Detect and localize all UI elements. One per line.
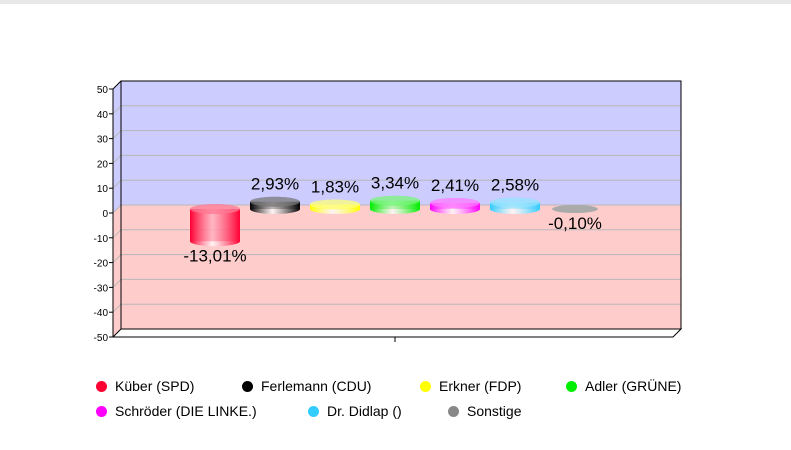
bar-4: 2,41% <box>430 176 480 214</box>
y-tick-label: -40 <box>94 308 109 319</box>
gridline-side <box>112 303 122 313</box>
bar-2: 1,83% <box>310 177 360 214</box>
legend-item: Schröder (DIE LINKE.) <box>96 403 257 419</box>
cylinder-body <box>190 209 240 247</box>
legend-dot-icon <box>566 381 577 392</box>
bar-1: 2,93% <box>250 175 300 214</box>
data-label: 3,34% <box>371 174 419 193</box>
axis-top-edge <box>112 80 122 90</box>
gridline-side <box>112 105 122 115</box>
wall-positive <box>121 81 681 205</box>
bar-5: 2,58% <box>490 176 540 214</box>
legend-label: Sonstige <box>467 403 522 419</box>
cylinder-top-highlight <box>490 197 540 208</box>
data-label: 2,58% <box>491 176 539 195</box>
cylinder-top <box>310 199 360 210</box>
chart-area: 50 40 30 20 10 0 -10 -20 -30 -40 -50 -13,01% 2,93% 1,… <box>94 80 683 344</box>
cylinder-flat <box>552 205 598 213</box>
legend-dot-icon <box>96 406 107 417</box>
bar-3: 3,34% <box>370 174 420 214</box>
legend-dot-icon <box>420 381 431 392</box>
cylinder-top-highlight <box>310 199 360 210</box>
legend-label: Erkner (FDP) <box>439 378 522 394</box>
y-tick-label: -30 <box>94 283 109 294</box>
legend-item: Dr. Didlap () <box>308 403 402 419</box>
top-bar <box>0 0 791 4</box>
cylinder-top-highlight <box>190 204 240 214</box>
y-tick-label: -20 <box>94 259 109 270</box>
bar-0: -13,01% <box>183 204 247 265</box>
y-tick-label: 0 <box>102 209 108 220</box>
data-label: 2,41% <box>431 176 479 195</box>
legend-item: Adler (GRÜNE) <box>566 378 681 394</box>
cylinder-top-highlight <box>370 195 420 206</box>
gridline-side <box>112 179 122 189</box>
side-wall-positive <box>113 81 121 213</box>
side-wall-negative <box>113 205 121 337</box>
legend-dot-icon <box>448 406 459 417</box>
cylinder-top-highlight <box>250 196 300 207</box>
y-tick-label: -50 <box>94 333 109 344</box>
cylinder-top <box>430 198 480 209</box>
legend-dot-icon <box>308 406 319 417</box>
legend-dot-icon <box>96 381 107 392</box>
cylinder-top <box>490 197 540 208</box>
legend-label: Ferlemann (CDU) <box>261 378 372 394</box>
legend-item: Ferlemann (CDU) <box>242 378 371 394</box>
y-tick-label: 40 <box>97 110 109 121</box>
legend-label: Adler (GRÜNE) <box>585 378 682 394</box>
legend-label: Küber (SPD) <box>115 378 195 394</box>
cylinder-top <box>250 196 300 207</box>
data-label: -13,01% <box>183 246 246 265</box>
gridline-side <box>112 130 122 139</box>
y-tick-label: 50 <box>97 85 109 96</box>
gridline-side <box>112 229 122 239</box>
cylinder-top <box>370 195 420 206</box>
gridline-side <box>112 155 122 164</box>
data-label: -0,10% <box>548 214 602 233</box>
y-tick-label: 10 <box>97 184 109 195</box>
legend-item: Küber (SPD) <box>96 378 194 394</box>
legend-item: Erkner (FDP) <box>420 378 521 394</box>
cylinder-tint <box>190 209 240 242</box>
legend-item: Sonstige <box>448 403 521 419</box>
data-label: 2,93% <box>251 175 299 194</box>
legend-dot-icon <box>242 381 253 392</box>
y-tick-label: 30 <box>97 135 109 146</box>
floor <box>111 328 683 338</box>
cylinder-top <box>190 204 240 214</box>
cylinder-top-highlight <box>430 198 480 209</box>
legend-label: Schröder (DIE LINKE.) <box>115 403 257 419</box>
gridline-side <box>112 204 122 214</box>
y-tick-label: -10 <box>94 234 109 245</box>
bar-6: -0,10% <box>548 205 602 233</box>
data-label: 1,83% <box>311 177 359 196</box>
legend-label: Dr. Didlap () <box>327 403 402 419</box>
y-tick-label: 20 <box>97 159 109 170</box>
gridline-side <box>112 254 122 263</box>
gridline-side <box>112 279 122 288</box>
